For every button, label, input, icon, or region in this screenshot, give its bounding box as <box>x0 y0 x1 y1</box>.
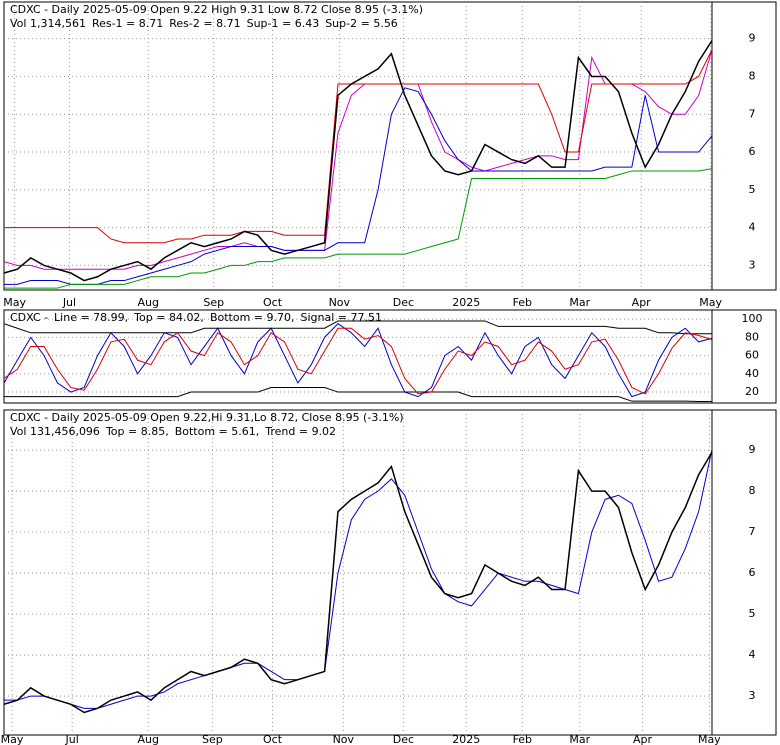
indicator-line <box>3 320 712 335</box>
x-tick-label: Dec <box>393 296 414 309</box>
x-tick-label: Sep <box>203 296 224 309</box>
legend-entry: Sup-1 = 6.43 <box>247 17 320 30</box>
y-tick-label: 3 <box>749 258 756 271</box>
price-line <box>3 451 713 714</box>
x-tick-label: Dec <box>393 733 414 745</box>
x-tick-label: Nov <box>333 733 355 745</box>
indicator-line <box>3 327 713 395</box>
y-tick-label: 9 <box>749 32 756 45</box>
x-tick-label: 2025 <box>452 733 480 745</box>
legend-entry: Line = 78.99, <box>54 311 128 324</box>
x-tick-label: May <box>699 296 722 309</box>
y-tick-label: 3 <box>749 689 756 702</box>
y-tick-label: 6 <box>749 145 756 158</box>
y-tick-label: 60 <box>745 349 759 362</box>
legend-entry: Res-2 = 8.71 <box>169 17 240 30</box>
indicator-line <box>4 387 712 402</box>
x-tick-label: Mar <box>569 296 590 309</box>
y-tick-label: 100 <box>742 312 763 325</box>
y-tick-label: 8 <box>749 69 756 82</box>
legend-entry: Sup-2 = 5.56 <box>325 17 398 30</box>
annotation: Top = 8.85, <box>105 425 169 438</box>
indicator-line <box>4 49 713 244</box>
chart-title: CDXC - Daily 2025-05-09 Open 9.22 High 9… <box>10 3 423 16</box>
y-tick-label: 5 <box>749 607 756 620</box>
indicator-line <box>3 49 713 270</box>
x-tick-label: Oct <box>263 296 283 309</box>
legend-entry: Trend = 9.02 <box>264 425 336 438</box>
legend-entry: Res-1 = 8.71 <box>92 17 163 30</box>
indicator-line <box>4 87 713 285</box>
y-tick-label: 7 <box>749 107 756 120</box>
x-tick-label: Jul <box>64 733 78 745</box>
y-tick-label: 80 <box>745 330 759 343</box>
x-tick-label: Feb <box>513 733 532 745</box>
panel-frame <box>3 1 777 291</box>
x-tick-label: Mar <box>569 733 590 745</box>
x-tick-label: Aug <box>138 296 159 309</box>
indicator-line <box>4 168 713 289</box>
x-tick-label: Apr <box>633 733 653 745</box>
y-tick-label: 40 <box>745 367 759 380</box>
x-tick-label: May <box>1 733 24 745</box>
x-tick-label: Jul <box>62 296 76 309</box>
x-tick-label: Aug <box>138 733 159 745</box>
x-tick-label: Oct <box>263 733 283 745</box>
annotation: Bottom = 5.61, <box>175 425 260 438</box>
panel-frame <box>3 409 777 736</box>
legend-entry: Bottom = 9.70, <box>210 311 295 324</box>
y-tick-label: 8 <box>749 484 756 497</box>
x-tick-label: Apr <box>632 296 652 309</box>
legend-entry: Top = 84.02, <box>133 311 204 324</box>
y-tick-label: 7 <box>749 525 756 538</box>
x-tick-label: May <box>698 733 721 745</box>
y-tick-label: 4 <box>749 221 756 234</box>
price-line <box>3 40 713 282</box>
y-tick-label: 6 <box>749 566 756 579</box>
panel-frame <box>3 309 777 404</box>
x-tick-label: Nov <box>329 296 351 309</box>
indicator-line <box>4 449 713 709</box>
y-tick-label: 5 <box>749 183 756 196</box>
chart-title: CDXC - Daily 2025-05-09 Open 9.22,Hi 9.3… <box>10 411 404 424</box>
indicator-line <box>3 323 713 398</box>
legend-entry: Signal = 77.51 <box>300 311 382 324</box>
chart-title: CDXC - <box>10 311 48 324</box>
x-tick-label: 2025 <box>452 296 480 309</box>
y-tick-label: 9 <box>749 443 756 456</box>
x-tick-label: Sep <box>202 733 223 745</box>
x-tick-label: May <box>3 296 26 309</box>
y-tick-label: 20 <box>745 385 759 398</box>
volume-label: Vol 1,314,561 <box>10 17 86 30</box>
y-tick-label: 4 <box>749 648 756 661</box>
x-tick-label: Feb <box>513 296 532 309</box>
volume-label: Vol 131,456,096 <box>10 425 100 438</box>
